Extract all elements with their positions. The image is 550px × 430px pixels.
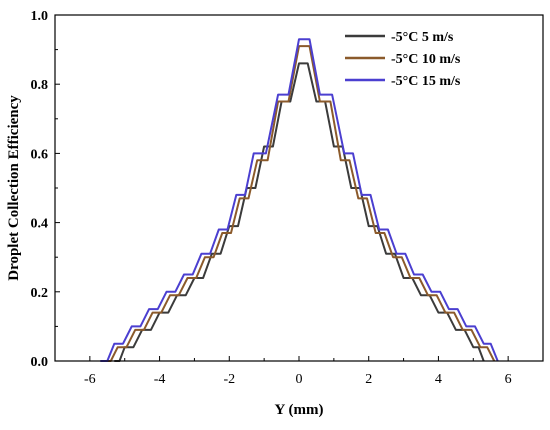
x-tick-label: 2 xyxy=(365,372,372,387)
y-tick-label: 1.0 xyxy=(31,9,49,24)
x-axis-label: Y (mm) xyxy=(274,402,323,418)
y-tick-label: 0.8 xyxy=(31,78,49,93)
series-line xyxy=(100,38,499,362)
plot-frame xyxy=(54,14,544,362)
series-line xyxy=(114,62,485,362)
y-axis-label: Droplet Collection Efficiency xyxy=(6,95,22,281)
series-layer xyxy=(100,38,499,362)
x-tick-label: -4 xyxy=(154,372,166,387)
x-tick-label: 6 xyxy=(505,372,512,387)
x-tick-label: 4 xyxy=(435,372,442,387)
legend-label: -5°C 5 m/s xyxy=(391,30,454,45)
legend: -5°C 5 m/s -5°C 10 m/s -5°C 15 m/s xyxy=(345,30,461,89)
y-tick-label: 0.2 xyxy=(31,286,49,301)
legend-label: -5°C 10 m/s xyxy=(391,52,461,67)
y-tick-label: 0.6 xyxy=(31,147,49,162)
series-line xyxy=(103,45,496,362)
y-tick-label: 0.0 xyxy=(31,355,49,370)
x-tick-label: -2 xyxy=(223,372,235,387)
x-tick-label: -6 xyxy=(84,372,96,387)
legend-label: -5°C 15 m/s xyxy=(391,74,461,89)
x-tick-label: 0 xyxy=(296,372,303,387)
y-tick-label: 0.4 xyxy=(31,217,49,232)
